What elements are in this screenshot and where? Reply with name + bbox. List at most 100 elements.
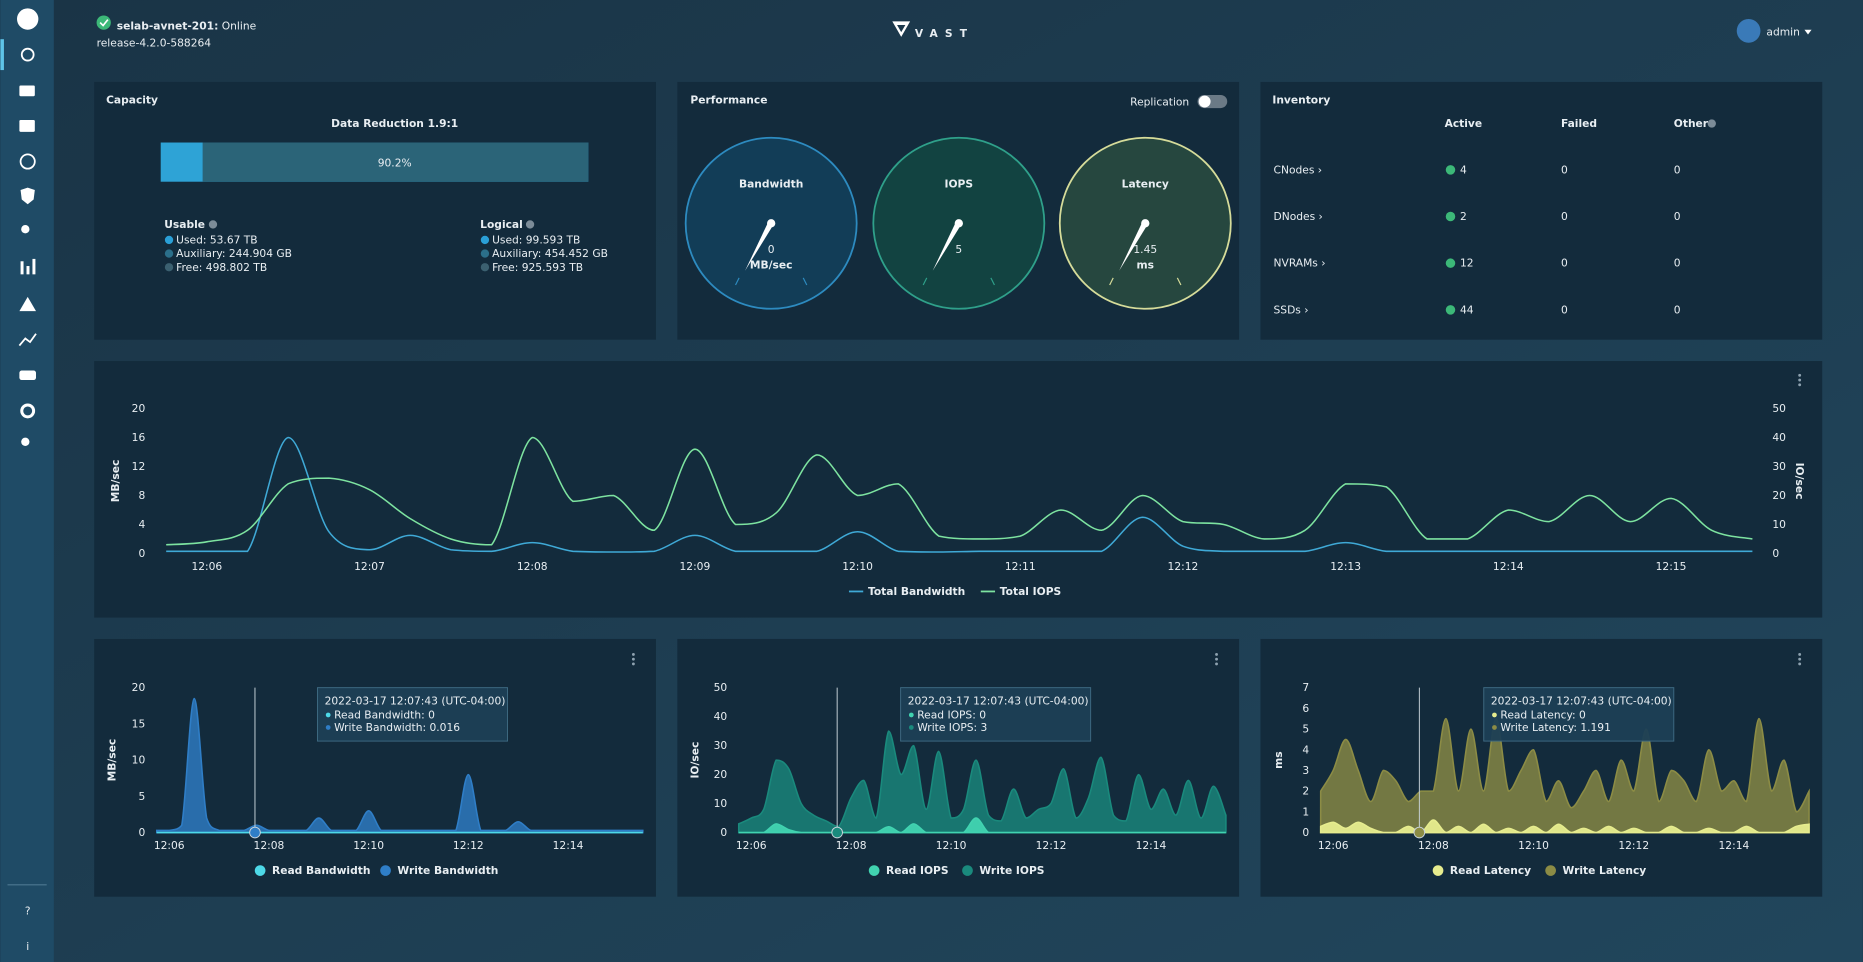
- capacity-item: Free: 925.593 TB: [492, 261, 583, 274]
- trends-icon[interactable]: [18, 333, 37, 347]
- capacity-item: Free: 498.802 TB: [176, 261, 267, 274]
- gauge-hub: [767, 219, 776, 228]
- x-tick-label: 12:07: [354, 560, 385, 573]
- network-icon[interactable]: [19, 153, 36, 170]
- search-icon[interactable]: [17, 8, 39, 30]
- menu-dot[interactable]: [1215, 662, 1218, 666]
- inventory-row-name[interactable]: SSDs ›: [1274, 303, 1309, 316]
- gauge-needle: [1119, 220, 1148, 271]
- menu-dot[interactable]: [1798, 662, 1802, 666]
- capacity-group-title: Usable: [164, 218, 205, 231]
- sidebar-icons[interactable]: [17, 8, 39, 446]
- x-tick-label: 12:12: [1618, 839, 1649, 852]
- performance-title: Performance: [690, 93, 767, 106]
- y-tick-label: 0: [1302, 826, 1309, 839]
- alerts-icon[interactable]: [19, 296, 37, 312]
- menu-dot[interactable]: [1798, 373, 1802, 377]
- user-menu-caret[interactable]: [1804, 29, 1812, 35]
- inventory-row-name[interactable]: CNodes ›: [1274, 163, 1323, 176]
- y2-tick-label: 40: [1772, 431, 1786, 444]
- x-tick-label: 12:13: [1330, 560, 1361, 573]
- inventory-column: Other: [1674, 117, 1709, 130]
- y-tick-label: 0: [138, 826, 145, 839]
- racks-icon[interactable]: [19, 85, 35, 97]
- cursor-marker: [1413, 826, 1426, 839]
- y-tick-label: 16: [132, 431, 146, 444]
- y2-axis-label: IO/sec: [1793, 463, 1806, 500]
- tooltip: [900, 687, 1092, 742]
- menu-dot[interactable]: [1798, 657, 1802, 661]
- dashboard-icon[interactable]: [20, 47, 35, 62]
- gauge-needle: [932, 220, 962, 271]
- gauge-hub: [954, 219, 963, 228]
- gauge-hub: [1141, 219, 1150, 228]
- x-tick-label: 12:09: [680, 560, 711, 573]
- analytics-bar: [26, 266, 30, 275]
- cursor-marker: [249, 826, 261, 839]
- menu-dot[interactable]: [1215, 652, 1218, 656]
- gauge-unit: MB/sec: [750, 258, 793, 271]
- menu-dot[interactable]: [631, 652, 635, 656]
- y2-tick-label: 0: [1772, 547, 1779, 560]
- menu-dot[interactable]: [631, 657, 635, 661]
- y-tick-label: 40: [714, 710, 728, 723]
- x-tick-label: 12:12: [1036, 839, 1067, 852]
- y-tick-label: 0: [720, 826, 727, 839]
- gauge-name: Bandwidth: [739, 178, 803, 191]
- security-icon[interactable]: [20, 187, 35, 205]
- info-icon: [1707, 119, 1716, 128]
- analytics-icon[interactable]: [20, 261, 24, 275]
- legend-marker: [1545, 865, 1556, 876]
- admin-icon[interactable]: [21, 437, 30, 446]
- menu-dot[interactable]: [1798, 378, 1802, 382]
- inventory-row-name[interactable]: NVRAMs ›: [1274, 257, 1326, 270]
- iops-panel: [677, 638, 1240, 897]
- toggle-knob[interactable]: [1198, 95, 1211, 108]
- info-icon: [208, 220, 218, 229]
- capacity-item: Auxiliary: 244.904 GB: [176, 247, 292, 260]
- menu-dot[interactable]: [1798, 652, 1802, 656]
- tooltip-dot: [1492, 712, 1497, 718]
- legend-marker: [868, 865, 880, 876]
- inventory-value: 0: [1561, 210, 1568, 223]
- inventory-panel: [1260, 81, 1823, 340]
- x-tick-label: 12:06: [154, 839, 185, 852]
- sidebar: [0, 0, 54, 962]
- legend-dot: [164, 263, 174, 272]
- gauge-tick: [922, 277, 928, 286]
- inventory-value: 0: [1561, 163, 1568, 176]
- folders-icon[interactable]: [19, 119, 35, 132]
- gauge-name: Latency: [1122, 178, 1169, 191]
- inventory-value: 2: [1460, 210, 1467, 223]
- avatar[interactable]: [1736, 19, 1761, 43]
- legend-marker: [254, 865, 266, 876]
- series-area: [737, 730, 1227, 834]
- x-tick-label: 12:06: [736, 839, 767, 852]
- info-icon[interactable]: i: [26, 940, 29, 953]
- inventory-row-name[interactable]: DNodes ›: [1274, 210, 1323, 223]
- users-icon[interactable]: [21, 225, 30, 234]
- gauge-needle: [745, 220, 774, 271]
- menu-dot[interactable]: [631, 662, 635, 666]
- menu-dot[interactable]: [1798, 383, 1802, 387]
- series-line: [166, 436, 1753, 553]
- y-tick-label: 30: [714, 739, 728, 752]
- legend-marker: [962, 865, 973, 876]
- info-icon: [525, 220, 535, 229]
- tooltip-line: Read Latency: 0: [1500, 709, 1586, 722]
- cluster-state: Online: [222, 20, 256, 33]
- hardware-icon[interactable]: [19, 370, 37, 381]
- x-tick-label: 12:10: [842, 560, 873, 573]
- active-indicator: [0, 39, 4, 71]
- user-name[interactable]: admin: [1766, 26, 1799, 39]
- x-tick-label: 12:14: [1719, 839, 1750, 852]
- settings-icon[interactable]: [20, 403, 36, 419]
- legend-dot: [164, 249, 174, 258]
- gauge-tick: [1109, 277, 1114, 286]
- help-icon[interactable]: ?: [25, 904, 31, 917]
- bandwidth-panel: [94, 638, 656, 897]
- ok-icon: [1445, 211, 1456, 222]
- x-tick-label: 12:14: [553, 839, 584, 852]
- menu-dot[interactable]: [1215, 657, 1218, 661]
- x-tick-label: 12:10: [353, 839, 384, 852]
